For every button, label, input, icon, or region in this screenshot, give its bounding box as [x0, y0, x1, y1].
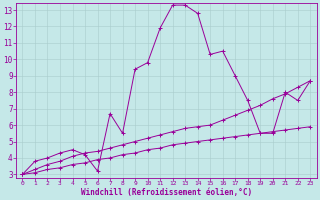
X-axis label: Windchill (Refroidissement éolien,°C): Windchill (Refroidissement éolien,°C)	[81, 188, 252, 197]
